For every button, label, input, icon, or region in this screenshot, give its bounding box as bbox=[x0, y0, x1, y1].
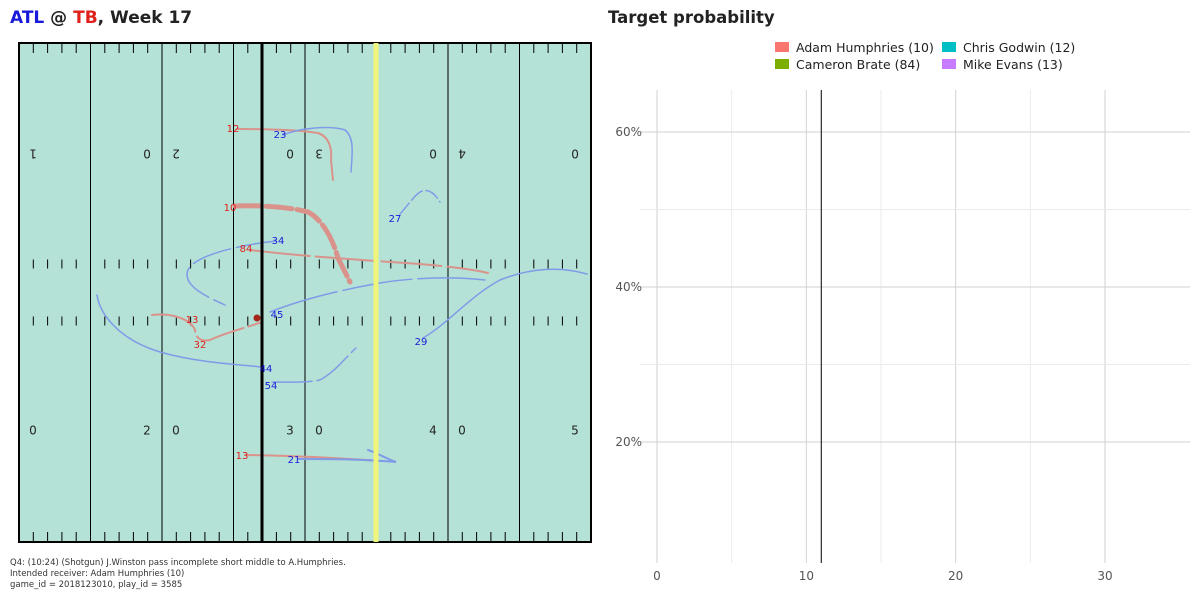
track-defense-34 bbox=[186, 240, 277, 306]
yard-number-bottom: 0 bbox=[172, 424, 180, 438]
y-tick-label: 20% bbox=[615, 435, 642, 449]
player-label-defense: 23 bbox=[274, 130, 287, 141]
yard-number-bottom: 4 bbox=[429, 424, 437, 438]
legend-swatch bbox=[775, 59, 789, 69]
legend-swatch bbox=[942, 42, 956, 52]
play-panel: ATL @ TB, Week 17 1 0 2 0 3 0 4 0 0 2 0 … bbox=[10, 8, 592, 590]
hash-marks bbox=[32, 44, 578, 541]
track-defense-23 bbox=[282, 126, 353, 173]
player-label-defense: 54 bbox=[265, 381, 278, 392]
yard-numbers: 1 0 2 0 3 0 4 0 0 2 0 3 0 4 0 5 bbox=[29, 147, 579, 438]
yard-number-bottom: 5 bbox=[571, 424, 579, 438]
yard-number-bottom: 3 bbox=[286, 424, 294, 438]
yard-number-top: 4 bbox=[458, 147, 466, 161]
week-label: , Week 17 bbox=[98, 8, 192, 28]
play-title: ATL @ TB, Week 17 bbox=[10, 8, 192, 28]
track-offense-84 bbox=[249, 249, 489, 274]
player-label-defense: 44 bbox=[260, 364, 273, 375]
play-caption: Q4: (10:24) (Shotgun) J.Winston pass inc… bbox=[10, 558, 346, 590]
yard-number-top: 0 bbox=[571, 147, 579, 161]
yard-number-bottom: 0 bbox=[458, 424, 466, 438]
y-tick-label: 40% bbox=[615, 280, 642, 294]
player-label-defense: 29 bbox=[415, 337, 428, 348]
x-tick-label: 30 bbox=[1097, 569, 1112, 583]
player-label-offense: 32 bbox=[194, 340, 207, 351]
legend-label: Cameron Brate (84) bbox=[796, 57, 920, 72]
x-tick-label: 10 bbox=[799, 569, 814, 583]
legend-label: Adam Humphries (10) bbox=[796, 40, 934, 55]
legend-swatch bbox=[775, 42, 789, 52]
track-defense-44 bbox=[96, 294, 264, 368]
legend-swatch bbox=[942, 59, 956, 69]
player-label-offense: 13 bbox=[186, 315, 199, 326]
track-defense-29 bbox=[422, 268, 588, 339]
yard-number-top: 1 bbox=[29, 147, 37, 161]
yard-number-top: 0 bbox=[429, 147, 437, 161]
away-team: ATL bbox=[10, 8, 44, 28]
player-label-offense: 13 bbox=[236, 451, 249, 462]
caption-line: game_id = 2018123010, play_id = 3585 bbox=[10, 580, 182, 590]
track-defense-27 bbox=[399, 189, 441, 215]
football-icon bbox=[253, 314, 261, 322]
track-offense-10 bbox=[232, 203, 353, 285]
caption-line: Intended receiver: Adam Humphries (10) bbox=[10, 569, 184, 579]
player-label-defense: 45 bbox=[271, 310, 284, 321]
player-label-defense: 21 bbox=[288, 455, 301, 466]
football-field: 1 0 2 0 3 0 4 0 0 2 0 3 0 4 0 5 bbox=[18, 42, 592, 543]
player-label-offense: 12 bbox=[227, 124, 240, 135]
caption-line: Q4: (10:24) (Shotgun) J.Winston pass inc… bbox=[10, 558, 346, 568]
track-offense-12 bbox=[236, 128, 334, 181]
chart-title: Target probability bbox=[608, 8, 775, 27]
yard-number-top: 0 bbox=[143, 147, 151, 161]
target-probability-chart: Target probability Adam Humphries (10) Ch… bbox=[608, 8, 1190, 583]
player-label-offense: 10 bbox=[224, 203, 237, 214]
legend-label: Chris Godwin (12) bbox=[963, 40, 1075, 55]
legend-label: Mike Evans (13) bbox=[963, 57, 1063, 72]
yard-number-bottom: 2 bbox=[143, 424, 151, 438]
at-sign: @ bbox=[44, 8, 73, 28]
yard-number-bottom: 0 bbox=[29, 424, 37, 438]
chart-legend: Adam Humphries (10) Chris Godwin (12) Came… bbox=[775, 40, 1075, 72]
player-labels: 12 10 84 13 32 13 23 27 34 45 29 44 54 2… bbox=[186, 124, 428, 466]
yard-number-top: 0 bbox=[286, 147, 294, 161]
player-tracks bbox=[96, 126, 588, 463]
yard-number-top: 2 bbox=[172, 147, 180, 161]
x-tick-label: 0 bbox=[653, 569, 661, 583]
player-label-defense: 27 bbox=[389, 214, 402, 225]
yard-number-top: 3 bbox=[315, 147, 323, 161]
track-defense-54 bbox=[271, 347, 357, 383]
home-team: TB bbox=[73, 8, 98, 28]
yard-number-bottom: 0 bbox=[315, 424, 323, 438]
player-label-offense: 84 bbox=[240, 244, 253, 255]
x-tick-label: 20 bbox=[948, 569, 963, 583]
track-defense-45 bbox=[269, 277, 486, 313]
plot-area: 0 10 20 30 20% 40% 60% bbox=[615, 90, 1190, 583]
y-tick-label: 60% bbox=[615, 125, 642, 139]
track-offense-13a bbox=[151, 313, 263, 342]
player-label-defense: 34 bbox=[272, 236, 285, 247]
